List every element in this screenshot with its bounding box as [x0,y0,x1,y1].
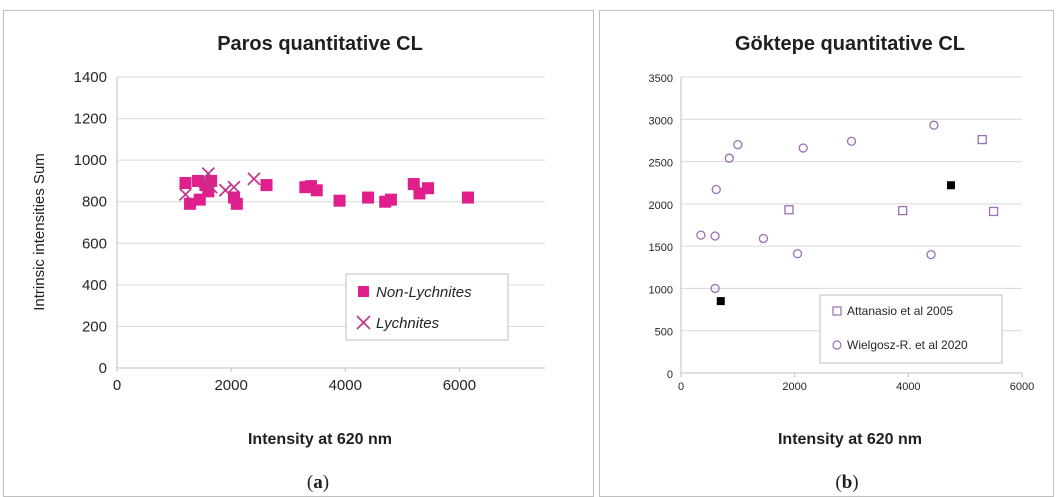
panel-b-point [724,153,734,163]
panel-b-point [898,205,908,216]
panel-b-point [946,181,955,190]
panel-b-series-1 [696,120,939,294]
legend-label-non-lychnites: Non-Lychnites [376,284,472,301]
panel-b-point [716,297,725,306]
panel-a-point [333,194,346,207]
panel-a-y-tick-label: 1200 [74,111,107,128]
panel-a-point [201,167,215,181]
panel-b-point [710,283,720,294]
panel-a-y-tick-label: 1000 [74,152,107,169]
panel-a-point [362,191,375,204]
panel-a-title: Paros quantitative CL [217,33,423,55]
panel-a-point [204,180,218,194]
legend-marker-wielgosz [832,340,842,350]
panel-b-point [733,140,743,150]
legend-label-lychnites: Lychnites [376,315,440,332]
panel-a-y-tick-label: 600 [82,235,107,252]
panel-a-point [247,172,261,186]
panel-a-series-1 [178,167,261,202]
legend-label-wielgosz: Wielgosz-R. et al 2020 [847,338,968,352]
panel-b-y-tick-label: 1000 [649,284,673,296]
panel-a-point [260,179,273,192]
panel-b-y-tick-label: 1500 [649,242,673,254]
panel-a-point [202,185,215,198]
panel-b-point [710,231,720,241]
panel-a-y-tick-label: 200 [82,318,107,335]
panel-a-plot-area: 0 200 400 600 800 1000 1200 1400 0 2000 4000 6000 [74,69,545,394]
panel-b-x-tick-label: 0 [678,381,684,393]
panel-b-y-tick-label: 3000 [649,115,673,127]
panel-b-x-tick-label: 2000 [782,381,806,393]
panel-b-x-tick-label: 6000 [1010,381,1034,393]
panel-b-legend-box [819,294,1003,364]
panel-a-series-0 [179,174,474,210]
panel-a-legend-box [345,273,509,341]
panel-b-y-tick-label: 3500 [649,73,673,85]
panel-b-caption: (b) [835,472,858,493]
legend-marker-lychnites [356,315,371,330]
legend-marker-non-lychnites [358,286,369,297]
panel-a-caption-letter: a [313,472,323,493]
legend-label-attanasio: Attanasio et al 2005 [847,304,953,318]
panel-b-point [758,233,769,244]
panel-a-y-tick-label: 800 [82,194,107,211]
panel-a-legend: Non-Lychnites Lychnites [345,273,509,341]
panel-a-caption: (a) [307,472,329,493]
panel-b-series-0 [784,134,999,217]
panel-b-xlabel: Intensity at 620 nm [778,431,922,448]
panel-b-point [926,249,936,260]
panel-a-point [461,191,474,204]
panel-a-point [310,184,323,197]
panel-b-y-tick-label: 2500 [649,158,673,170]
panel-a-x-tick-label: 4000 [329,377,362,394]
panel-b-x-tick-label: 4000 [896,381,920,393]
panel-b-point [988,206,999,217]
panel-b-point [792,249,803,259]
panel-a-xlabel: Intensity at 620 nm [248,431,392,448]
panel-a-point [227,180,241,194]
panel-a-point [230,197,243,210]
panel-a-point [407,178,420,191]
panel-b-point [711,184,721,195]
panel-b-legend: Attanasio et al 2005 Wielgosz-R. et al 2… [819,294,1003,364]
panel-b-point [929,120,939,130]
panel-b-y-tick-label: 500 [655,327,673,339]
panel-a-x-tick-label: 2000 [214,377,247,394]
panel-b-plot-area: 0 500 1000 1500 2000 2500 3000 3500 0 2000 4000 600… [649,73,1035,393]
panel-a-point [179,177,192,190]
panel-a-y-tick-label: 0 [99,360,107,377]
panel-a-ylabel: Intrinsic intensities Sum [31,153,48,311]
panel-b-point [798,143,808,153]
panel-a-x-tick-label: 6000 [443,377,476,394]
panel-a-point [184,197,197,210]
panel-a-y-tick-label: 400 [82,277,107,294]
panel-a-point [178,187,193,202]
panel-b-point [696,230,706,240]
panel-b-point [977,134,987,145]
panel-a-y-tick-label: 1400 [74,69,107,86]
panel-b-y-tick-label: 2000 [649,200,673,212]
panel-b-title: Göktepe quantitative CL [735,33,965,55]
panel-b-point [846,136,857,146]
panel-b-point [784,205,794,215]
panel-a-point [384,193,397,206]
panel-a-point [218,183,233,197]
panel-a-point [422,182,435,195]
legend-marker-attanasio [832,306,842,316]
panel-b-caption-letter: b [842,472,853,493]
panel-a-x-tick-label: 0 [113,377,121,394]
panel-b-y-tick-label: 0 [667,369,673,381]
panel-b-series-2 [716,181,955,306]
